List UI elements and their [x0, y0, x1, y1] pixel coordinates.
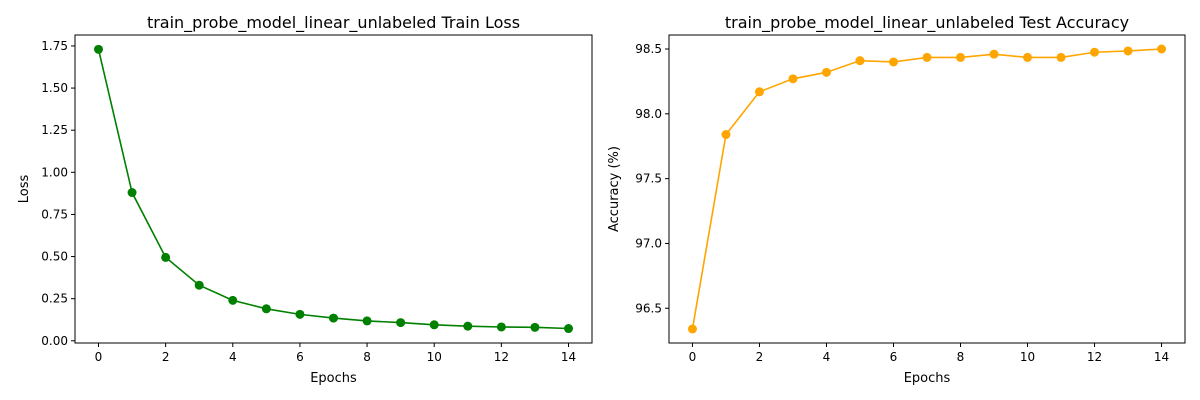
data-point — [1056, 52, 1066, 62]
data-point — [362, 316, 372, 326]
data-point — [821, 67, 831, 77]
data-point — [788, 74, 798, 84]
data-point — [261, 304, 271, 314]
x-tick-label: 6 — [890, 350, 898, 364]
y-tick-label: 98.5 — [635, 42, 662, 56]
series-line — [97, 49, 569, 330]
x-tick-label: 10 — [427, 350, 442, 364]
y-tick-label: 97.0 — [635, 236, 662, 250]
data-point — [1023, 52, 1033, 62]
chart-title: train_probe_model_linear_unlabeled Test … — [725, 13, 1129, 33]
x-tick-label: 8 — [957, 350, 965, 364]
data-point — [888, 57, 898, 67]
x-tick-label: 10 — [1020, 350, 1035, 364]
x-tick-label: 14 — [561, 350, 576, 364]
x-tick-label: 4 — [229, 350, 237, 364]
data-point — [687, 324, 697, 334]
chart-panel-2: train_probe_model_linear_unlabeled Test … — [607, 13, 1186, 386]
y-tick-label: 1.75 — [41, 39, 68, 53]
x-tick-label: 12 — [1087, 350, 1102, 364]
y-tick-label: 0.25 — [41, 292, 68, 306]
y-axis-label: Loss — [17, 175, 32, 204]
x-tick-label: 2 — [162, 350, 170, 364]
x-axis-label: Epochs — [904, 371, 951, 386]
x-axis-label: Epochs — [310, 371, 357, 386]
data-point — [564, 324, 573, 334]
data-point — [956, 52, 966, 62]
x-tick-label: 12 — [494, 350, 509, 364]
data-point — [295, 309, 305, 319]
data-point — [855, 56, 865, 66]
data-point — [396, 318, 406, 328]
chart-panel-1: train_probe_model_linear_unlabeled Train… — [17, 13, 593, 386]
data-point — [429, 320, 439, 330]
data-point — [94, 44, 103, 54]
data-point — [530, 322, 540, 332]
data-point — [329, 313, 338, 323]
y-tick-label: 96.5 — [635, 301, 662, 315]
data-point — [463, 321, 473, 331]
y-tick-label: 0.00 — [41, 334, 68, 348]
x-tick-label: 0 — [689, 350, 697, 364]
data-point — [228, 295, 238, 305]
chart-title: train_probe_model_linear_unlabeled Train… — [147, 13, 520, 33]
data-point — [161, 252, 171, 262]
plot-frame — [668, 34, 1186, 344]
x-tick-label: 14 — [1154, 350, 1169, 364]
data-point — [754, 87, 764, 97]
x-tick-label: 0 — [95, 350, 103, 364]
y-tick-label: 1.00 — [41, 165, 68, 179]
x-tick-label: 4 — [823, 350, 831, 364]
y-tick-label: 0.75 — [41, 207, 68, 221]
y-tick-label: 97.5 — [635, 172, 662, 186]
y-tick-label: 1.50 — [41, 81, 68, 95]
data-point — [721, 130, 731, 140]
data-point — [922, 52, 932, 62]
y-tick-label: 0.50 — [41, 250, 68, 264]
x-tick-label: 2 — [756, 350, 764, 364]
plot-frame — [74, 34, 593, 344]
data-point — [194, 280, 204, 290]
data-point — [1157, 44, 1167, 54]
data-point — [1090, 47, 1100, 57]
data-point — [127, 188, 137, 198]
data-point — [1123, 46, 1133, 56]
x-tick-label: 8 — [363, 350, 371, 364]
data-point — [989, 49, 999, 59]
data-point — [496, 322, 506, 332]
y-tick-label: 1.25 — [41, 123, 68, 137]
y-axis-label: Accuracy (%) — [607, 146, 622, 232]
y-tick-label: 98.0 — [635, 107, 662, 121]
x-tick-label: 6 — [296, 350, 304, 364]
